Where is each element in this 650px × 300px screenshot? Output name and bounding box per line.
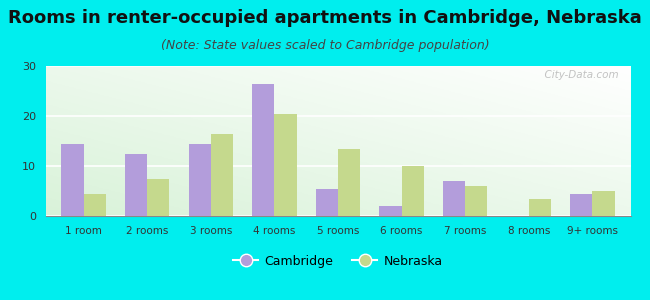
Text: (Note: State values scaled to Cambridge population): (Note: State values scaled to Cambridge … <box>161 39 489 52</box>
Text: City-Data.com: City-Data.com <box>538 70 619 80</box>
Bar <box>188 143 211 216</box>
Bar <box>125 154 148 216</box>
Bar <box>211 134 233 216</box>
Bar <box>148 178 170 216</box>
Bar <box>316 188 338 216</box>
Text: Rooms in renter-occupied apartments in Cambridge, Nebraska: Rooms in renter-occupied apartments in C… <box>8 9 642 27</box>
Bar <box>61 143 84 216</box>
Bar <box>443 181 465 216</box>
Bar <box>570 194 592 216</box>
Bar <box>402 166 424 216</box>
Bar <box>84 194 106 216</box>
Bar <box>380 206 402 216</box>
Bar <box>528 199 551 216</box>
Bar <box>274 113 296 216</box>
Bar <box>338 148 360 216</box>
Legend: Cambridge, Nebraska: Cambridge, Nebraska <box>228 250 448 273</box>
Bar <box>592 191 615 216</box>
Bar <box>252 83 274 216</box>
Bar <box>465 186 488 216</box>
